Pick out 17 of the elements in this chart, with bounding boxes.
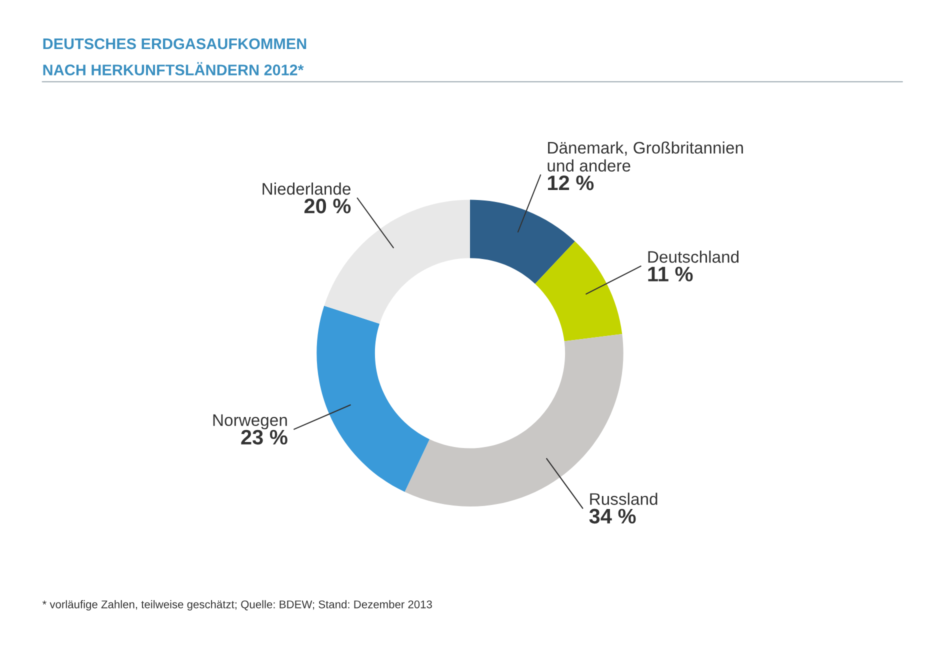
chart-subtitle: NACH HERKUNFTSLÄNDERN 2012* [43, 62, 304, 76]
slice-label: Norwegen [213, 414, 287, 430]
slice-label: Deutschland [648, 250, 739, 263]
data-label: 34 % [589, 508, 636, 524]
donut-slice [470, 200, 575, 284]
data-label: 23 % [241, 430, 288, 445]
slice-label: Russland [590, 492, 658, 505]
donut-slice [316, 306, 430, 492]
data-label: 12 % [548, 175, 594, 190]
donut-slice [324, 200, 470, 324]
text: * vorläufige Zahlen, teilweise geschätzt; Quelle: BDEW; Stand: Dezember 2013 [42, 600, 432, 611]
data-label: 20 % [304, 198, 351, 214]
slice-label: Dänemark, Großbritannien und andere [548, 141, 743, 172]
donut-slice [535, 241, 622, 342]
slice-label: Niederlande [262, 182, 350, 195]
chart-title: DEUTSCHES ERDGASAUFKOMMEN [43, 38, 306, 50]
data-label: 11 % [648, 266, 693, 282]
